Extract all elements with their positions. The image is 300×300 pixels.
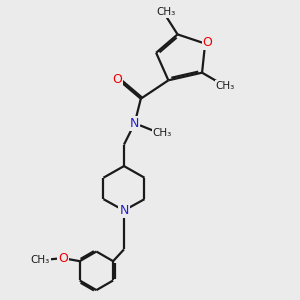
Text: CH₃: CH₃ [215, 80, 235, 91]
Text: O: O [112, 73, 122, 86]
Text: CH₃: CH₃ [157, 7, 176, 17]
Text: O: O [202, 35, 212, 49]
Text: O: O [58, 252, 68, 265]
Text: N: N [130, 117, 140, 130]
Text: CH₃: CH₃ [153, 128, 172, 138]
Text: CH₃: CH₃ [31, 255, 50, 265]
Text: N: N [119, 204, 129, 217]
